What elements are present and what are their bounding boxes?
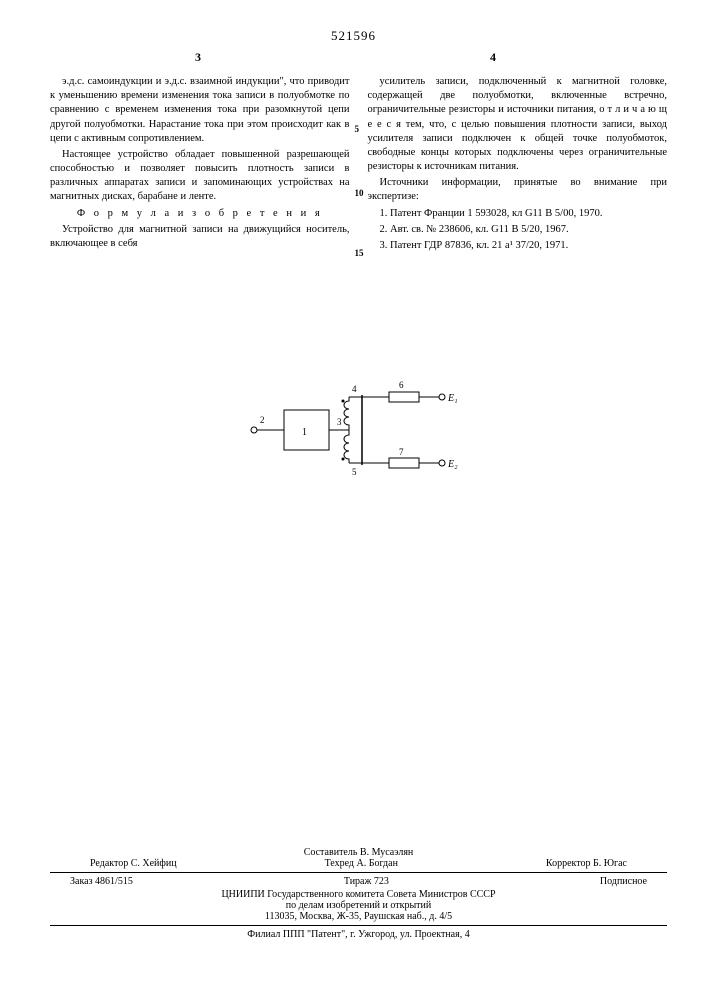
label-3: 3 (337, 417, 342, 427)
footer-corrector: Корректор Б. Югас (546, 858, 627, 869)
label-7: 7 (399, 447, 404, 457)
footer-org1: ЦНИИПИ Государственного комитета Совета … (50, 889, 667, 900)
page: 521596 3 4 5 10 15 э.д.с. самоиндукции и… (0, 0, 707, 1000)
footer-order-line: Заказ 4861/515 Тираж 723 Подписное (50, 876, 667, 887)
terminal-e2-icon (439, 460, 445, 466)
diagram-svg: 2 1 3 4 6 E₁ 5 (244, 365, 464, 495)
terminal-e1-icon (439, 394, 445, 400)
label-e2: E₂ (447, 459, 458, 470)
reference-1: 1. Патент Франции 1 593028, кл G11 В 5/0… (368, 207, 668, 221)
text-columns: 5 10 15 э.д.с. самоиндукции и э.д.с. вза… (50, 75, 667, 255)
footer: Составитель В. Мусаэлян Редактор С. Хейф… (50, 847, 667, 940)
label-4: 4 (352, 384, 357, 394)
circuit-diagram: 2 1 3 4 6 E₁ 5 (244, 365, 464, 500)
footer-order: Заказ 4861/515 (70, 876, 133, 887)
column-number-left: 3 (195, 50, 201, 65)
upper-coil-icon (344, 397, 349, 430)
label-6: 6 (399, 380, 404, 390)
resistor-top-icon (389, 392, 419, 402)
footer-editor: Редактор С. Хейфиц (90, 858, 177, 869)
footer-credits: Редактор С. Хейфиц Техред А. Богдан Корр… (50, 858, 667, 869)
footer-tirazh: Тираж 723 (344, 876, 389, 887)
right-para-2: Источники информации, принятые во вниман… (368, 176, 668, 204)
footer-techred: Техред А. Богдан (325, 858, 398, 869)
label-2: 2 (260, 415, 265, 425)
footer-compiler: Составитель В. Мусаэлян (50, 847, 667, 858)
patent-number: 521596 (331, 28, 376, 44)
left-para-3: Устройство для магнитной записи на движу… (50, 223, 350, 251)
left-para-1: э.д.с. самоиндукции и э.д.с. взаимной ин… (50, 75, 350, 146)
left-column: э.д.с. самоиндукции и э.д.с. взаимной ин… (50, 75, 350, 255)
line-marker-10: 10 (355, 187, 364, 199)
right-column: усилитель записи, подключенный к магнитн… (368, 75, 668, 255)
footer-podpisnoe: Подписное (600, 876, 647, 887)
footer-org2: по делам изобретений и открытий (50, 900, 667, 911)
footer-addr: 113035, Москва, Ж-35, Раушская наб., д. … (50, 911, 667, 922)
label-e1: E₁ (447, 393, 458, 404)
line-marker-5: 5 (355, 123, 360, 135)
terminal-input-icon (251, 427, 257, 433)
divider-icon (50, 925, 667, 926)
divider-icon (50, 872, 667, 873)
right-para-1: усилитель записи, подключенный к магнитн… (368, 75, 668, 174)
footer-filial: Филиал ППП "Патент", г. Ужгород, ул. Про… (50, 929, 667, 940)
left-para-2: Настоящее устройство обладает повышенной… (50, 148, 350, 205)
column-number-right: 4 (490, 50, 496, 65)
dot-icon (341, 400, 344, 403)
reference-3: 3. Патент ГДР 87836, кл. 21 а¹ 37/20, 19… (368, 239, 668, 253)
formula-title: Ф о р м у л а и з о б р е т е н и я (50, 207, 350, 221)
reference-2: 2. Авт. св. № 238606, кл. G11 В 5/20, 19… (368, 223, 668, 237)
lower-coil-icon (344, 430, 349, 463)
dot-icon (341, 458, 344, 461)
line-marker-15: 15 (355, 247, 364, 259)
label-1: 1 (302, 427, 307, 438)
label-5: 5 (352, 467, 357, 477)
resistor-bottom-icon (389, 458, 419, 468)
